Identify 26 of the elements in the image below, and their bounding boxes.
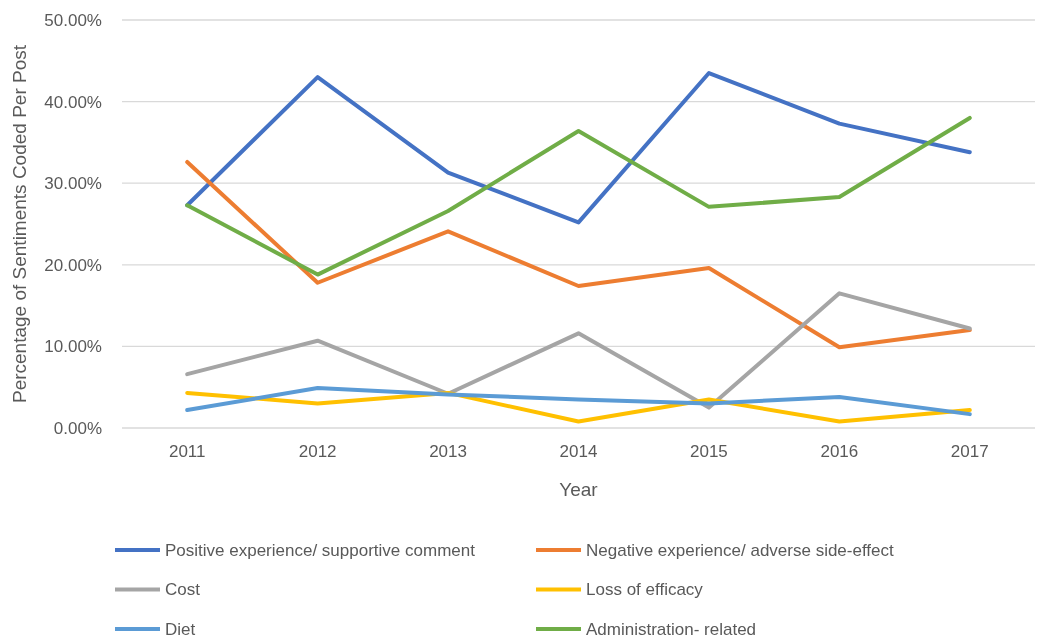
y-tick-label: 10.00% — [44, 337, 102, 357]
y-tick-label: 40.00% — [44, 92, 102, 112]
y-tick-label: 50.00% — [44, 10, 102, 30]
line-series — [185, 115, 972, 277]
line-series — [185, 291, 972, 410]
line-series — [185, 159, 972, 350]
line-series — [185, 71, 972, 225]
x-tick-label: 2014 — [559, 442, 598, 461]
y-tick-label: 30.00% — [44, 174, 102, 194]
y-tick-label: 0.00% — [53, 418, 102, 438]
x-tick-label: 2012 — [298, 442, 337, 461]
y-tick-label: 20.00% — [44, 255, 102, 275]
legend-label: Diet — [165, 619, 196, 639]
line-series — [185, 386, 972, 417]
x-tick-label: 2011 — [168, 442, 206, 461]
y-axis-title: Percentage of Sentiments Coded Per Post — [9, 44, 30, 404]
legend-label: Negative experience/ adverse side-effect — [586, 540, 895, 560]
legend-label: Positive experience/ supportive comment — [165, 540, 476, 560]
x-tick-label: 2016 — [820, 442, 859, 461]
x-tick-label: 2013 — [429, 442, 467, 461]
x-tick-label: 2017 — [950, 442, 989, 461]
legend-label: Cost — [165, 580, 201, 600]
x-axis-title: Year — [559, 479, 599, 500]
legend-label: Administration- related — [586, 619, 757, 639]
x-tick-label: 2015 — [690, 442, 728, 461]
legend-label: Loss of efficacy — [586, 580, 704, 600]
